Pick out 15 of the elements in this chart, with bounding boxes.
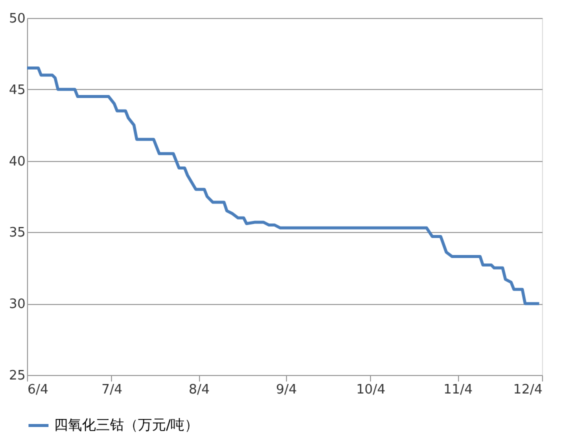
- x-tick-label: 11/4: [443, 382, 473, 398]
- x-tick-label: 8/4: [188, 382, 210, 398]
- x-tick-label: 10/4: [356, 382, 386, 398]
- x-tick-label: 12/4: [513, 382, 542, 398]
- line-series: [26, 66, 541, 306]
- y-tick-label: 45: [8, 82, 26, 98]
- x-tick-label: 9/4: [276, 382, 297, 398]
- legend-label: 四氧化三钴（万元/吨）: [54, 418, 199, 434]
- y-tick-label: 50: [8, 12, 26, 26]
- y-tick-label: 40: [8, 154, 26, 170]
- y-tick-label: 25: [8, 368, 26, 384]
- x-tick-label: 7/4: [101, 382, 122, 398]
- x-tick-label: 6/4: [28, 382, 48, 398]
- y-tick-label: 35: [8, 226, 26, 241]
- y-tick-label: 30: [8, 297, 26, 312]
